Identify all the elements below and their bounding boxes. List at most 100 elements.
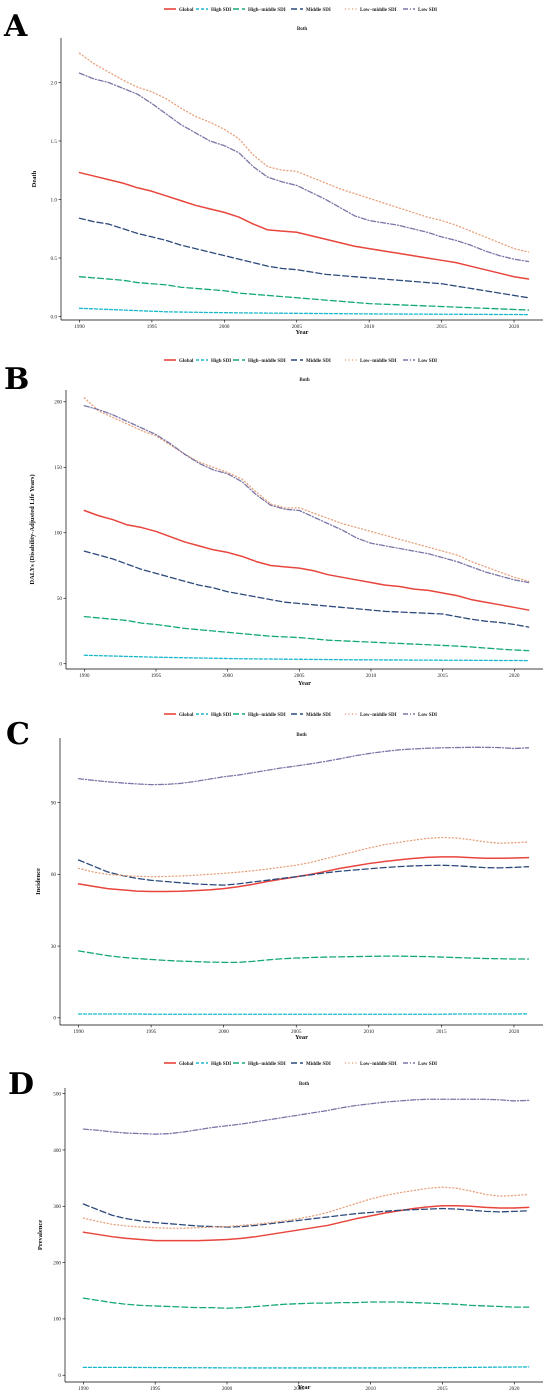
series-line-high-middle-sdi	[82, 1297, 530, 1309]
legend-label: High SDI	[211, 1062, 231, 1067]
legend-label: Middle SDI	[306, 8, 331, 13]
legend-label: High SDI	[211, 8, 231, 13]
y-axis-label: Death	[31, 170, 38, 187]
y-tick-label: 2.0	[51, 80, 58, 86]
y-tick-label: 300	[53, 1204, 61, 1210]
x-tick-label: 1995	[150, 1386, 161, 1392]
panel-B: B Global High SDI High−middle SDI Middle SDI…	[4, 359, 543, 687]
x-tick-label: 2015	[436, 1029, 447, 1035]
x-tick-label: 2015	[437, 1386, 448, 1392]
x-tick-label: 2020	[509, 1386, 520, 1392]
legend-label: Global	[179, 1062, 194, 1067]
x-tick-label: 2015	[437, 673, 448, 679]
legend: Global High SDI High−middle SDI Middle SDI L…	[164, 8, 437, 13]
x-tick-label: 2010	[364, 324, 375, 330]
series-line-low-sdi	[83, 405, 530, 584]
y-tick-label: 90	[51, 800, 57, 806]
x-axis-label: Year	[298, 680, 311, 687]
y-tick-label: 1.5	[51, 139, 58, 145]
series-line-high-middle-sdi	[77, 950, 530, 963]
panel-subtitle: Both	[297, 27, 308, 32]
legend-label: Global	[179, 8, 194, 13]
x-tick-label: 2005	[294, 1386, 305, 1392]
legend-label: Low SDI	[418, 1062, 437, 1067]
series-line-middle-sdi	[77, 859, 530, 886]
x-tick-label: 2000	[222, 673, 233, 679]
series-line-low-middle-sdi	[82, 1186, 530, 1229]
legend-label: High SDI	[211, 359, 231, 364]
panel-letter: C	[6, 717, 30, 752]
y-axis-label: Prevalence	[37, 1220, 44, 1250]
x-tick-label: 2000	[218, 1029, 229, 1035]
legend-label: Global	[179, 713, 194, 718]
series-line-global	[78, 171, 530, 280]
legend-label: High−middle SDI	[248, 1062, 286, 1067]
legend-label: High−middle SDI	[248, 359, 286, 364]
series-line-global	[77, 856, 530, 893]
panel-C: C Global High SDI High−middle SDI Middle SDI…	[6, 713, 543, 1041]
x-tick-label: 2020	[509, 1029, 520, 1035]
panel-subtitle: Both	[296, 733, 307, 738]
panel-subtitle: Both	[299, 1082, 310, 1087]
y-tick-label: 150	[54, 465, 62, 471]
series-line-high-middle-sdi	[83, 615, 530, 652]
panel-letter: B	[4, 362, 29, 397]
y-tick-label: 30	[51, 944, 57, 950]
series-line-low-middle-sdi	[77, 836, 530, 878]
legend-label: Low−middle SDI	[360, 359, 397, 364]
legend-label: Middle SDI	[306, 1062, 331, 1067]
series-line-global	[82, 1204, 530, 1242]
series-line-middle-sdi	[82, 1203, 530, 1228]
y-tick-label: 200	[53, 1260, 61, 1266]
x-tick-label: 1990	[78, 1386, 89, 1392]
legend: Global High SDI High−middle SDI Middle SDI L…	[164, 713, 437, 718]
series-line-low-sdi	[77, 746, 530, 786]
series-line-middle-sdi	[83, 550, 530, 628]
x-axis-label: Year	[296, 329, 309, 336]
y-tick-label: 50	[57, 596, 63, 602]
y-tick-label: 0	[59, 662, 62, 668]
x-tick-label: 2020	[509, 673, 520, 679]
x-tick-label: 1995	[151, 673, 162, 679]
y-tick-label: 1.0	[51, 197, 58, 203]
series-line-low-sdi	[78, 72, 530, 263]
legend-label: High−middle SDI	[248, 8, 286, 13]
series-line-high-sdi	[78, 307, 530, 316]
series-line-low-middle-sdi	[78, 52, 530, 253]
x-tick-label: 2010	[366, 673, 377, 679]
y-tick-label: 400	[53, 1148, 61, 1154]
y-tick-label: 0.5	[51, 256, 58, 262]
y-tick-label: 0.0	[51, 314, 58, 320]
legend-label: Low SDI	[418, 359, 437, 364]
legend: Global High SDI High−middle SDI Middle SDI L…	[164, 359, 437, 364]
x-tick-label: 2010	[365, 1386, 376, 1392]
y-tick-label: 200	[54, 400, 62, 406]
legend-label: High−middle SDI	[248, 713, 286, 718]
y-axis-label: Incidence	[35, 868, 42, 895]
legend-label: High SDI	[211, 713, 231, 718]
x-tick-label: 1990	[73, 1029, 84, 1035]
x-tick-label: 2010	[364, 1029, 375, 1035]
legend: Global High SDI High−middle SDI Middle SDI L…	[164, 1062, 437, 1067]
panel-subtitle: Both	[299, 378, 310, 383]
series-line-high-sdi	[83, 654, 530, 662]
series-line-low-middle-sdi	[83, 397, 530, 582]
y-tick-label: 100	[54, 531, 62, 537]
legend-label: Low−middle SDI	[360, 1062, 397, 1067]
legend-label: Middle SDI	[306, 713, 331, 718]
panel-D: D Global High SDI High−middle SDI Middle SDI…	[8, 1062, 543, 1392]
x-tick-label: 2005	[291, 1029, 302, 1035]
x-tick-label: 2005	[294, 673, 305, 679]
legend-label: Low−middle SDI	[360, 713, 397, 718]
x-axis-label: Year	[298, 1384, 311, 1391]
legend-label: Low SDI	[418, 713, 437, 718]
legend-label: Low−middle SDI	[360, 8, 397, 13]
legend-label: Global	[179, 359, 194, 364]
y-tick-label: 0	[53, 1016, 56, 1022]
y-axis-label: DALYs (Disability-Adjusted Life Years)	[29, 474, 36, 584]
legend-label: Low SDI	[418, 8, 437, 13]
series-line-global	[83, 509, 530, 611]
x-tick-label: 2015	[436, 324, 447, 330]
x-tick-label: 2000	[222, 1386, 233, 1392]
